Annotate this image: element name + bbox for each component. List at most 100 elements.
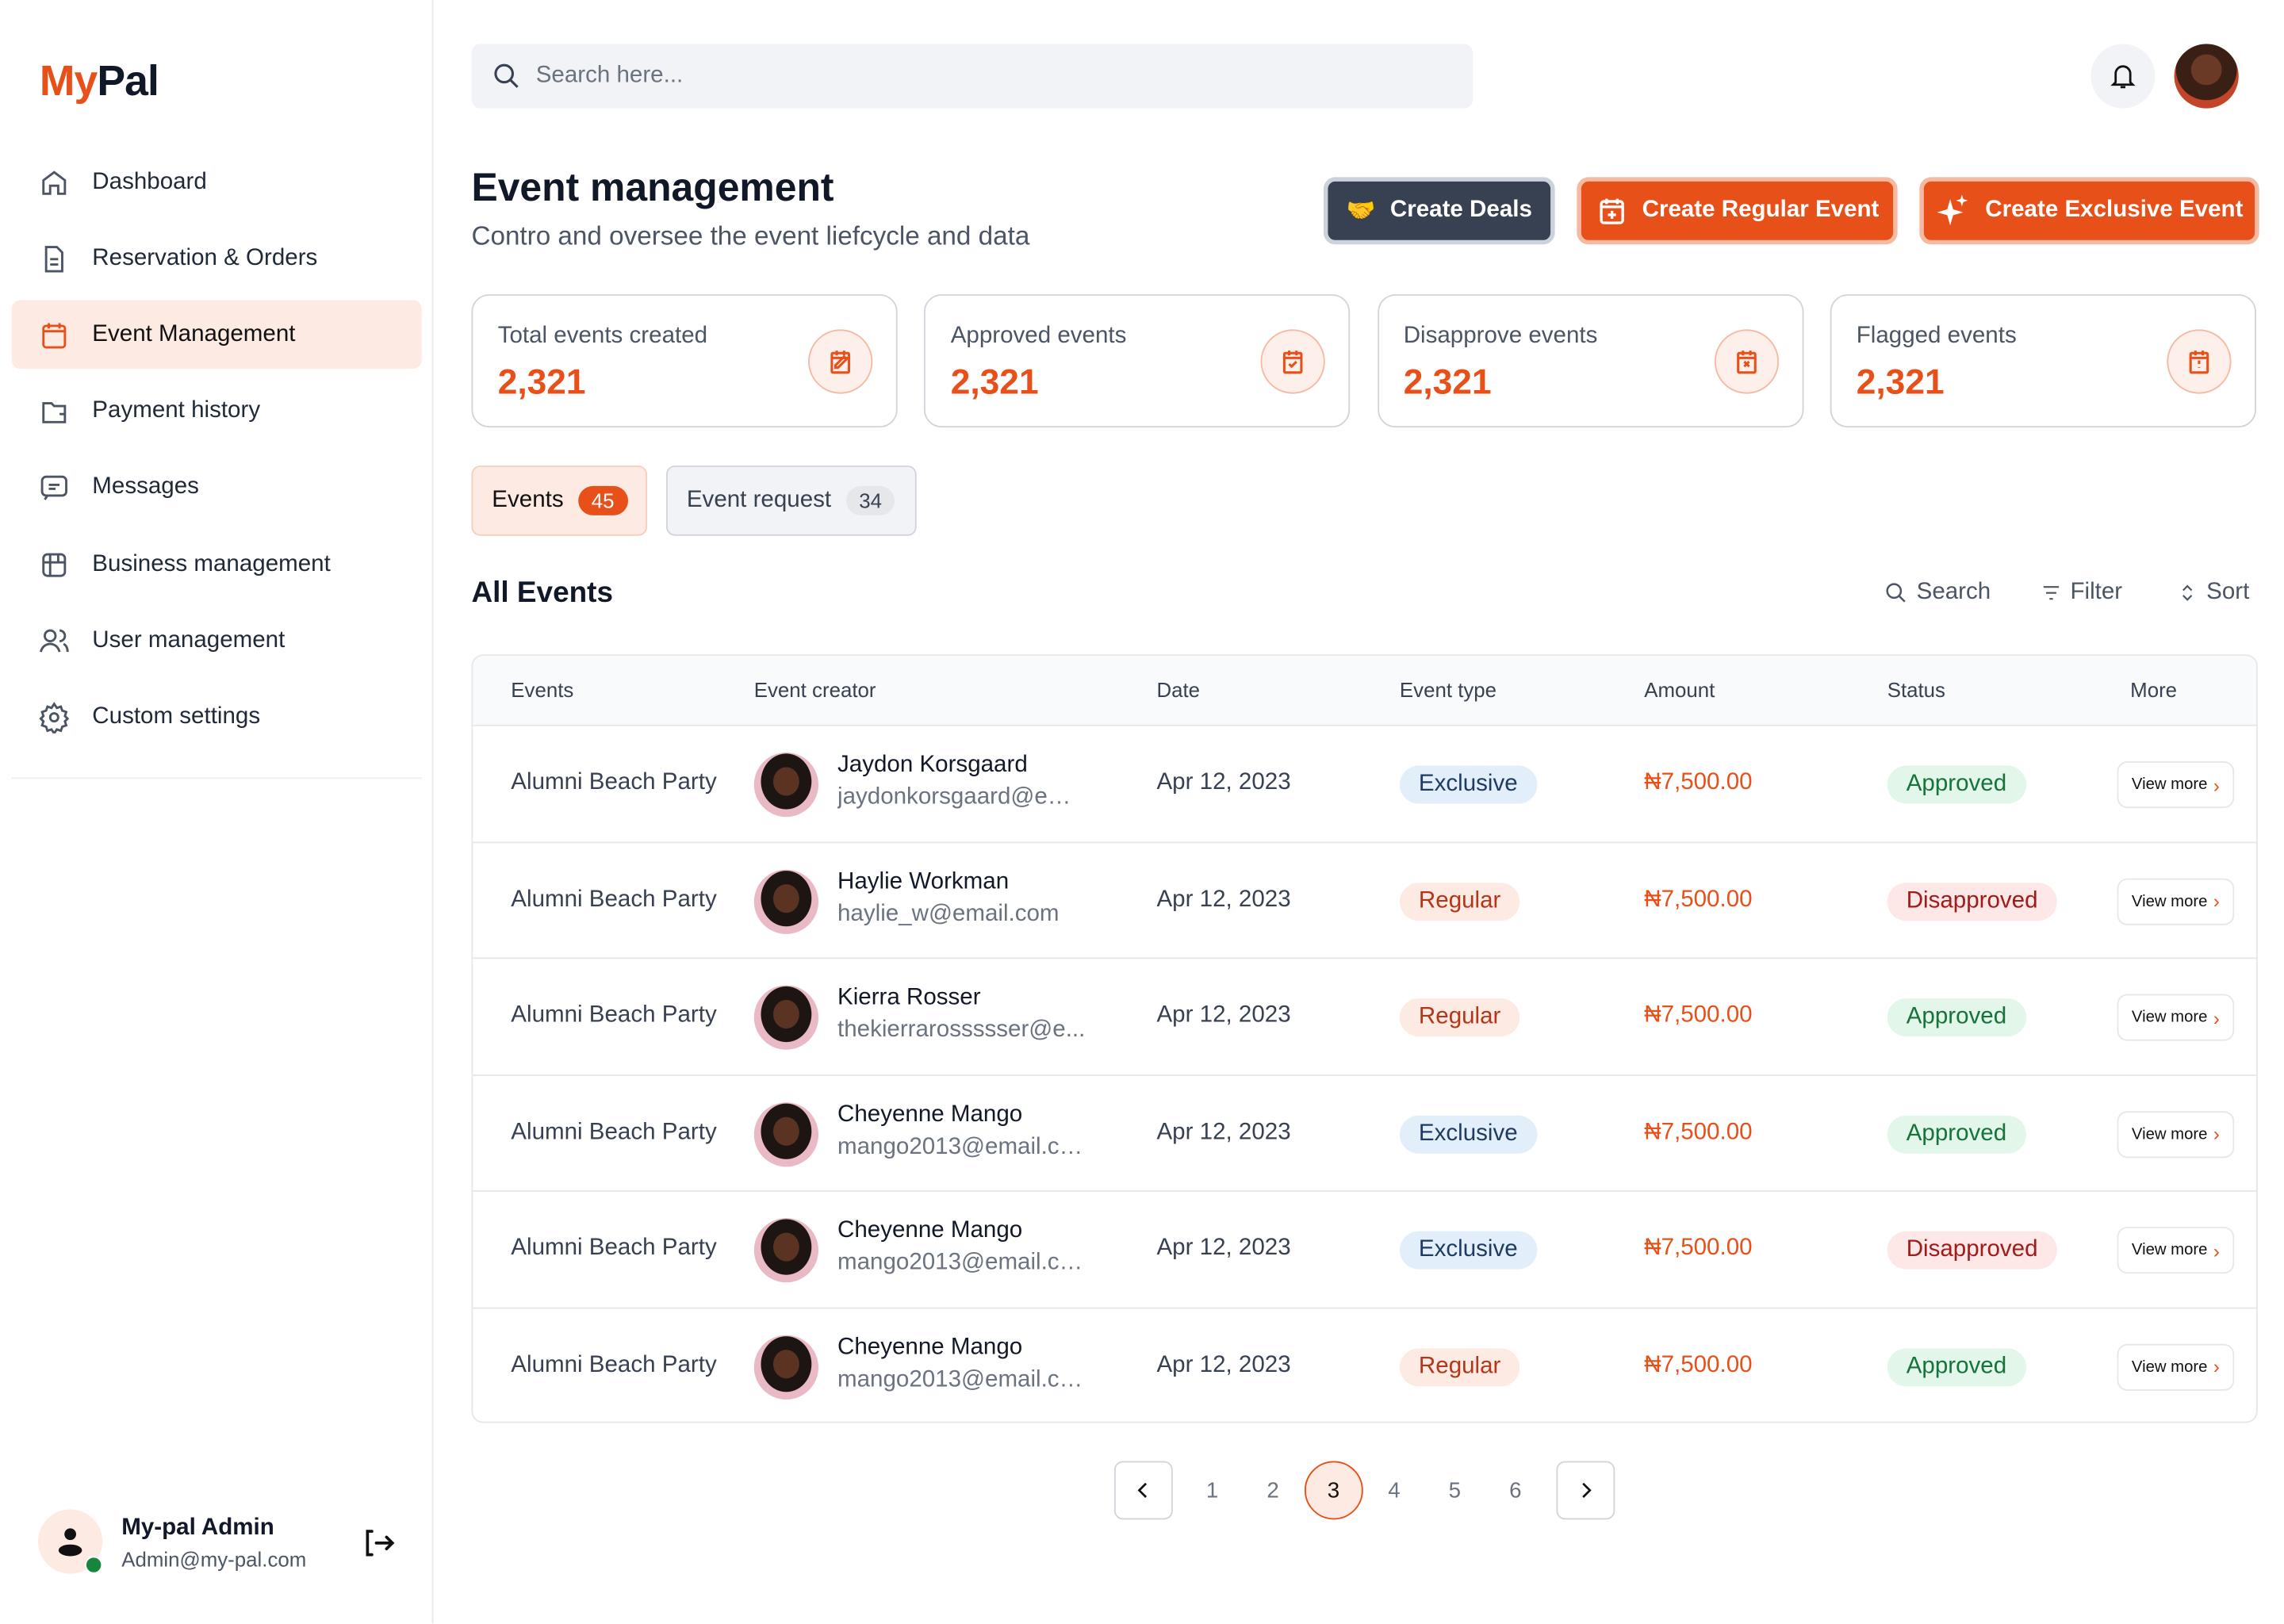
event-type-badge: Regular — [1399, 1347, 1520, 1386]
view-more-button[interactable]: View more › — [2117, 1110, 2235, 1158]
page-number: 2 — [1267, 1477, 1279, 1503]
calendar-edit-icon — [808, 329, 873, 394]
divider — [11, 777, 422, 779]
creator-email: mango2013@email.co... — [837, 1250, 1086, 1276]
chevron-right-icon — [1582, 1482, 1592, 1498]
tab-label: Events — [492, 487, 564, 513]
create-exclusive-event-button[interactable]: Create Exclusive Event — [1919, 177, 2259, 245]
event-date: Apr 12, 2023 — [1156, 1351, 1291, 1377]
sidebar-item-business-management[interactable]: Business management — [12, 530, 422, 599]
chevron-right-icon: › — [2213, 1355, 2220, 1378]
event-amount: ₦7,500.00 — [1644, 886, 1753, 912]
sort-button[interactable]: Sort — [2177, 580, 2249, 606]
profile-avatar[interactable] — [2174, 44, 2239, 109]
sidebar-item-dashboard[interactable]: Dashboard — [12, 147, 422, 216]
table-search-button[interactable]: Search — [1884, 580, 1991, 606]
creator-email: haylie_w@email.com — [837, 901, 1060, 926]
event-amount: ₦7,500.00 — [1644, 1235, 1753, 1261]
event-name: Alumni Beach Party — [511, 1351, 717, 1377]
event-name: Alumni Beach Party — [511, 1119, 717, 1144]
column-header: Events — [511, 677, 574, 702]
status-badge: Approved — [1887, 1347, 2026, 1386]
column-header: Date — [1156, 677, 1201, 702]
wallet-icon — [42, 402, 67, 423]
sidebar-item-user-management[interactable]: User management — [12, 607, 422, 676]
status-badge: Disapproved — [1887, 1231, 2057, 1270]
logo-part2: Pal — [97, 58, 159, 105]
stat-label: Flagged events — [1856, 324, 2017, 349]
sidebar-item-payment-history[interactable]: Payment history — [12, 377, 422, 446]
event-type-badge: Exclusive — [1399, 1231, 1537, 1270]
creator-name: Cheyenne Mango — [837, 1218, 1023, 1243]
page-number: 4 — [1388, 1477, 1401, 1503]
notification-bell-icon[interactable] — [2090, 44, 2156, 109]
filter-icon — [2043, 586, 2060, 600]
sidebar-item-reservation-orders[interactable]: Reservation & Orders — [12, 224, 422, 293]
tab-events[interactable]: Events 45 — [471, 465, 648, 536]
stat-label: Total events created — [497, 324, 708, 349]
user-icon — [58, 1528, 82, 1557]
event-amount: ₦7,500.00 — [1644, 1002, 1753, 1028]
stat-label: Approved events — [950, 324, 1127, 349]
online-status-dot — [85, 1556, 103, 1574]
document-icon — [44, 245, 63, 272]
stat-value: 2,321 — [497, 362, 586, 403]
stat-label: Disapprove events — [1403, 324, 1598, 349]
chevron-right-icon: › — [2213, 773, 2220, 796]
page-number: 1 — [1205, 1477, 1219, 1503]
chevron-right-icon: › — [2213, 1239, 2220, 1262]
status-badge: Approved — [1887, 765, 2026, 804]
search-input[interactable]: Search here... — [471, 44, 1473, 109]
event-date: Apr 12, 2023 — [1156, 886, 1291, 912]
table-row: Alumni Beach Party Jaydon Korsgaard jayd… — [473, 726, 2256, 843]
chevron-right-icon: › — [2213, 1006, 2220, 1028]
search-placeholder: Search here... — [535, 63, 684, 88]
create-deals-button[interactable]: 🤝 Create Deals — [1323, 177, 1555, 245]
next-page-button[interactable] — [1556, 1461, 1615, 1520]
creator-name: Jaydon Korsgaard — [837, 752, 1028, 778]
logout-icon[interactable] — [362, 1526, 397, 1568]
event-type-badge: Regular — [1399, 882, 1520, 921]
page-1-button[interactable]: 1 — [1183, 1461, 1242, 1519]
sidebar-item-label: Messages — [92, 474, 199, 500]
view-more-button[interactable]: View more › — [2117, 1342, 2235, 1390]
logo-part1: My — [39, 58, 98, 105]
sidebar-item-custom-settings[interactable]: Custom settings — [12, 683, 422, 752]
page-3-button[interactable]: 3 — [1304, 1461, 1363, 1520]
filter-label: Filter — [2070, 580, 2123, 605]
filter-button[interactable]: Filter — [2041, 580, 2123, 606]
page-5-button[interactable]: 5 — [1425, 1461, 1484, 1519]
stat-card: Approved events 2,321 — [924, 294, 1351, 428]
view-more-label: View more — [2131, 1124, 2208, 1143]
stat-card: Total events created 2,321 — [471, 294, 898, 428]
view-more-button[interactable]: View more › — [2117, 877, 2235, 925]
view-more-label: View more — [2131, 892, 2208, 910]
view-more-button[interactable]: View more › — [2117, 994, 2235, 1041]
sidebar-item-label: Business management — [92, 551, 331, 576]
event-amount: ₦7,500.00 — [1644, 1119, 1753, 1144]
creator-name: Cheyenne Mango — [837, 1101, 1023, 1127]
view-more-button[interactable]: View more › — [2117, 761, 2235, 809]
table-row: Alumni Beach Party Haylie Workman haylie… — [473, 842, 2256, 959]
table-header: Events Event creator Date Event type Amount S… — [473, 656, 2256, 726]
creator-avatar — [753, 1334, 819, 1400]
page-2-button[interactable]: 2 — [1244, 1461, 1302, 1519]
page-4-button[interactable]: 4 — [1365, 1461, 1424, 1519]
calendar-alert-icon — [2167, 329, 2232, 394]
view-more-button[interactable]: View more › — [2117, 1227, 2235, 1274]
sidebar-item-event-management[interactable]: Event Management — [11, 301, 422, 370]
prev-page-button[interactable] — [1113, 1461, 1173, 1520]
create-regular-event-button[interactable]: Create Regular Event — [1577, 177, 1898, 245]
page-6-button[interactable]: 6 — [1486, 1461, 1545, 1519]
table-row: Alumni Beach Party Cheyenne Mango mango2… — [473, 1075, 2256, 1192]
status-badge: Approved — [1887, 1114, 2026, 1153]
sidebar-item-messages[interactable]: Messages — [12, 454, 422, 523]
column-header: Status — [1887, 677, 1945, 702]
logo: MyPal — [40, 59, 159, 107]
sidebar-item-label: Custom settings — [92, 703, 261, 730]
calendar-x-icon — [1714, 329, 1779, 394]
table-row: Alumni Beach Party Cheyenne Mango mango2… — [473, 1308, 2256, 1422]
admin-name: My-pal Admin — [121, 1515, 274, 1541]
tab-event-request[interactable]: Event request 34 — [666, 465, 917, 536]
create-deals-label: Create Deals — [1389, 197, 1532, 223]
